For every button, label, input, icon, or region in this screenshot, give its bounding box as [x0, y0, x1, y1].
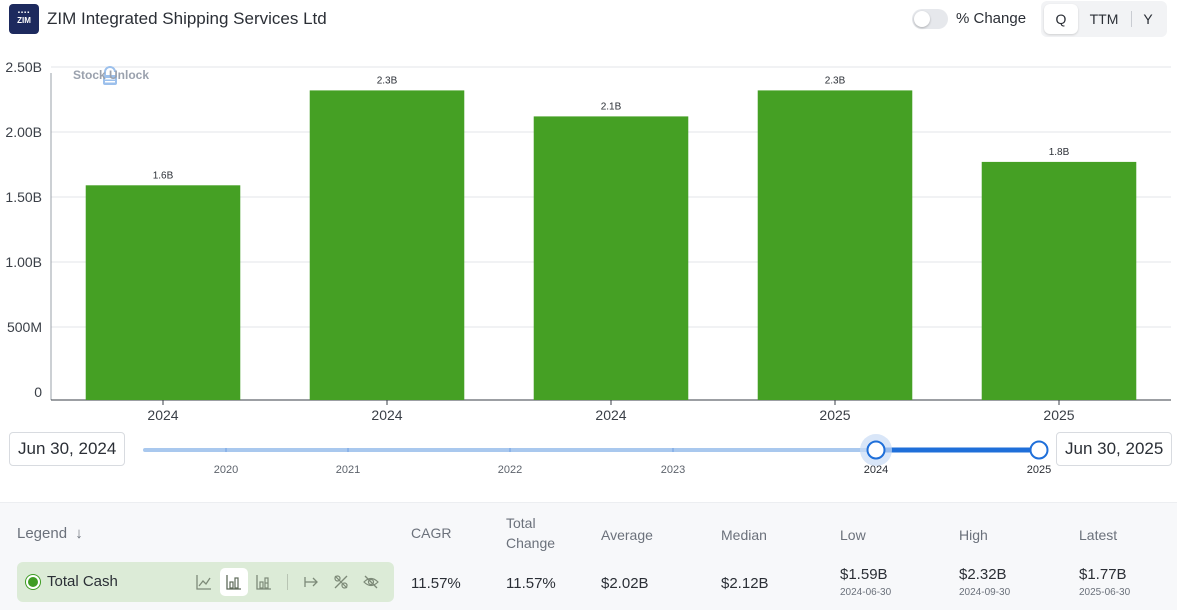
slider-year-label: 2021: [336, 464, 360, 476]
line-chart-icon: [196, 575, 211, 590]
high-value: $2.32B: [959, 566, 1007, 583]
x-tick-label: 2024: [371, 407, 402, 423]
logo-text: ZIM: [17, 16, 31, 25]
y-tick-label: 2.00B: [5, 124, 42, 140]
stacked-bar-icon: [256, 575, 271, 590]
legend-header[interactable]: Legend ↓: [17, 525, 83, 542]
line-chart-button[interactable]: [190, 568, 218, 596]
median-value: $2.12B: [721, 575, 769, 592]
tool-divider: [287, 574, 288, 590]
eye-off-icon: [363, 575, 379, 589]
slider-start-handle[interactable]: [866, 440, 886, 460]
legend-row-total-cash[interactable]: Total Cash: [17, 562, 394, 602]
low-date: 2024-06-30: [840, 587, 892, 598]
x-tick-label: 2025: [819, 407, 850, 423]
slider-year-label: 2023: [661, 464, 685, 476]
col-median: Median: [721, 527, 767, 543]
slider-year-label: 2020: [214, 464, 238, 476]
latest-date: 2025-06-30: [1079, 587, 1131, 598]
period-divider: [1131, 11, 1132, 27]
col-latest: Latest: [1079, 527, 1118, 543]
bar-data-label: 2.3B: [377, 75, 398, 86]
y-tick-label: 500M: [7, 319, 42, 335]
period-selector: Q TTM Y: [1041, 1, 1167, 37]
y-tick-label: 1.00B: [5, 254, 42, 270]
period-ttm-button[interactable]: TTM: [1089, 11, 1119, 27]
percent-icon: [334, 575, 348, 589]
col-high: High: [959, 527, 988, 543]
cagr-value: 11.57%: [411, 575, 461, 592]
stacked-bar-button[interactable]: [250, 568, 278, 596]
percent-change-toggle[interactable]: [912, 9, 948, 29]
bar-data-label: 1.8B: [1049, 147, 1070, 158]
col-cagr: CAGR: [411, 525, 452, 541]
x-tick-label: 2024: [595, 407, 626, 423]
lock-icon: [103, 66, 117, 85]
bar-chart: 0 500M 1.00B 1.50B 2.00B 2.50B 1.6B 2024 2.3B 202…: [5, 59, 1171, 423]
bar-data-label: 1.6B: [153, 170, 174, 181]
bar: [533, 116, 689, 401]
bar-chart-icon: [226, 575, 241, 590]
header: ▪▪▪▪ ZIM ZIM Integrated Shipping Service…: [0, 0, 1177, 38]
slider-year-label: 2022: [498, 464, 522, 476]
slider-end-handle[interactable]: [1029, 440, 1049, 460]
average-value: $2.02B: [601, 575, 649, 592]
percent-change-label: % Change: [956, 10, 1027, 27]
period-y-button[interactable]: Y: [1143, 11, 1153, 27]
range-start-date[interactable]: Jun 30, 2024: [9, 432, 126, 466]
percent-button[interactable]: [327, 568, 355, 596]
stats-panel: Legend ↓ CAGR Total Change Average Media…: [0, 502, 1177, 610]
sort-down-icon: ↓: [75, 525, 83, 542]
high-date: 2024-09-30: [959, 587, 1011, 598]
bar-data-label: 2.3B: [825, 75, 846, 86]
slider-year-label: 2025: [1027, 464, 1051, 476]
y-tick-label: 1.50B: [5, 189, 42, 205]
col-average: Average: [601, 527, 653, 543]
slider-year-label: 2024: [864, 464, 888, 476]
total-change-value: 11.57%: [506, 575, 556, 592]
x-tick-label: 2024: [147, 407, 178, 423]
bar: [757, 90, 913, 401]
hide-series-button[interactable]: [357, 568, 385, 596]
toggle-knob: [914, 11, 930, 27]
arrow-to-line-icon: [304, 577, 318, 587]
series-color-dot[interactable]: [26, 575, 40, 589]
x-tick-label: 2025: [1043, 407, 1074, 423]
bar-chart-button[interactable]: [220, 568, 248, 596]
low-value: $1.59B: [840, 566, 888, 583]
col-total-change: Total Change: [506, 515, 556, 551]
company-logo: ▪▪▪▪ ZIM: [9, 4, 39, 34]
col-low: Low: [840, 527, 866, 543]
range-end-date[interactable]: Jun 30, 2025: [1056, 432, 1173, 466]
chart-area: 0 500M 1.00B 1.50B 2.00B 2.50B 1.6B 2024 2.3B 202…: [0, 40, 1177, 430]
bar-data-label: 2.1B: [601, 101, 622, 112]
range-slider: 2020 2021 2022 2023 2024 2025: [0, 430, 1177, 480]
bar: [85, 185, 241, 400]
series-name: Total Cash: [47, 573, 118, 590]
y-tick-label: 0: [34, 384, 42, 400]
y-tick-label: 2.50B: [5, 59, 42, 75]
latest-value: $1.77B: [1079, 566, 1127, 583]
company-name: ZIM Integrated Shipping Services Ltd: [47, 9, 327, 28]
bar: [309, 90, 465, 401]
watermark-text: Stock Unlock: [73, 68, 150, 82]
arrow-to-line-button[interactable]: [297, 568, 325, 596]
bar: [981, 161, 1137, 400]
period-q-button[interactable]: Q: [1044, 4, 1078, 34]
legend-header-label: Legend: [17, 525, 68, 542]
range-slider-track[interactable]: 2020 2021 2022 2023 2024 2025: [0, 430, 1177, 480]
